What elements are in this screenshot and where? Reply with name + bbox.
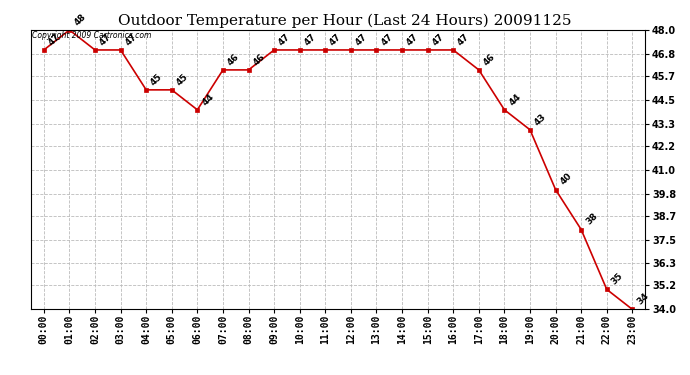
Text: 47: 47 (354, 32, 369, 47)
Text: 40: 40 (558, 172, 573, 187)
Text: 47: 47 (124, 32, 139, 47)
Text: 43: 43 (533, 112, 548, 127)
Text: 47: 47 (47, 32, 62, 47)
Text: 46: 46 (226, 52, 241, 67)
Text: 48: 48 (72, 12, 88, 27)
Text: 47: 47 (431, 32, 446, 47)
Text: 47: 47 (328, 32, 344, 47)
Text: 47: 47 (405, 32, 420, 47)
Text: 44: 44 (200, 92, 215, 107)
Text: 45: 45 (149, 72, 164, 87)
Text: 38: 38 (584, 211, 599, 227)
Text: Copyright 2009 Cartronics.com: Copyright 2009 Cartronics.com (32, 32, 152, 40)
Text: Outdoor Temperature per Hour (Last 24 Hours) 20091125: Outdoor Temperature per Hour (Last 24 Ho… (118, 13, 572, 27)
Text: 35: 35 (609, 272, 624, 286)
Text: 44: 44 (507, 92, 522, 107)
Text: 47: 47 (98, 32, 113, 47)
Text: 47: 47 (456, 32, 471, 47)
Text: 46: 46 (251, 52, 266, 67)
Text: 46: 46 (482, 52, 497, 67)
Text: 45: 45 (175, 72, 190, 87)
Text: 47: 47 (302, 32, 318, 47)
Text: 47: 47 (380, 32, 395, 47)
Text: 34: 34 (635, 291, 651, 307)
Text: 47: 47 (277, 32, 293, 47)
